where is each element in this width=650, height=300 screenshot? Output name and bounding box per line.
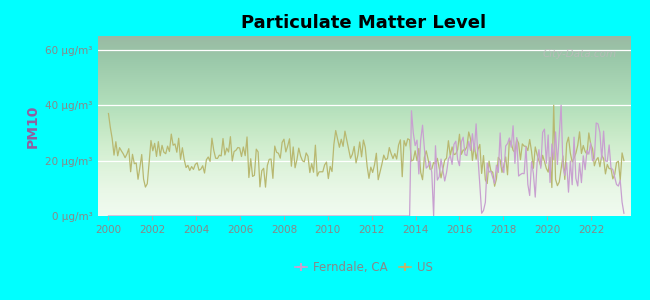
Text: City-Data.com: City-Data.com — [543, 49, 617, 58]
Y-axis label: PM10: PM10 — [26, 104, 40, 148]
Legend: Ferndale, CA, US: Ferndale, CA, US — [291, 256, 437, 278]
Title: Particulate Matter Level: Particulate Matter Level — [241, 14, 487, 32]
